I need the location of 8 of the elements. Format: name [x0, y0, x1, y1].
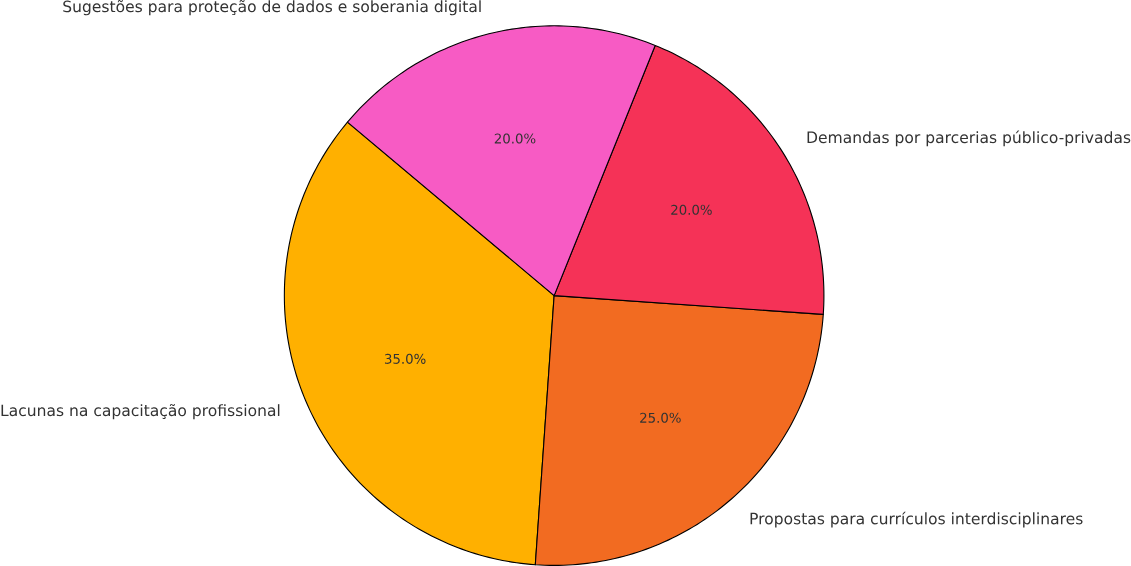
- slice-label: Lacunas na capacitação profissional: [1, 403, 280, 420]
- data-label: 35.0%: [384, 353, 426, 364]
- data-label: 20.0%: [671, 204, 712, 215]
- slice-label: Demandas por parcerias público-privadas: [807, 130, 1131, 147]
- slice-label: Propostas para currículos interdisciplinares: [750, 511, 1083, 528]
- slice-label: Sugestões para proteção de dados e soberania digital: [63, 0, 481, 16]
- data-label: 25.0%: [640, 412, 681, 423]
- data-label: 20.0%: [494, 133, 536, 144]
